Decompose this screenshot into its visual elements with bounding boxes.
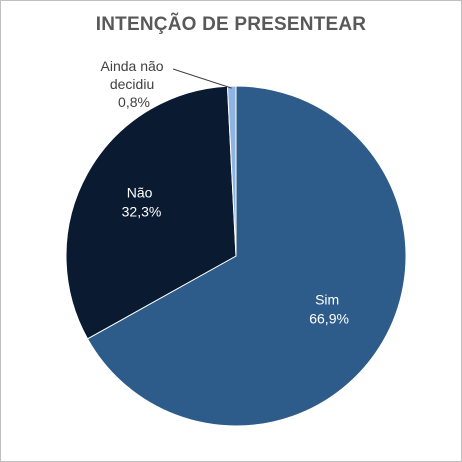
slice-label-nao: Não 32,3% — [122, 185, 162, 220]
slice-name-ainda-line-2: decidiu — [110, 76, 154, 92]
slice-label-ainda-nao-decidiu: Ainda não decidiu 0,8% — [101, 58, 168, 110]
slice-name-nao: Não — [127, 185, 153, 201]
slice-value-sim: 66,9% — [309, 311, 349, 327]
slice-name-sim: Sim — [315, 292, 339, 308]
slice-name-ainda-line-1: Ainda não — [101, 58, 164, 74]
slice-sim — [86, 85, 407, 427]
leader-line-ainda-nao-decidiu — [172, 68, 232, 89]
slice-value-nao: 32,3% — [122, 204, 162, 220]
slice-label-sim: Sim 66,9% — [309, 292, 349, 327]
slice-nao — [65, 85, 237, 340]
chart-title: INTENÇÃO DE PRESENTEAR — [95, 14, 367, 35]
slice-value-ainda: 0,8% — [118, 94, 150, 110]
